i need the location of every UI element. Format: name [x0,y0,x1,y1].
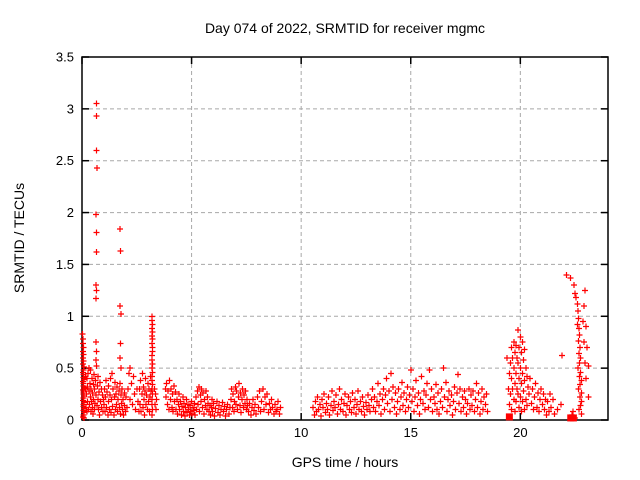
y-tick-label: 0 [67,413,74,428]
plot-border [81,56,609,421]
y-axis-label: SRMTID / TECUs [11,183,27,293]
chart-title: Day 074 of 2022, SRMTID for receiver mgm… [205,20,485,36]
y-tick-label: 1 [67,309,74,324]
y-tick-label: 2.5 [56,153,74,168]
scatter-plus-markers [79,100,592,421]
axis-ticks [81,56,608,421]
y-tick-label: 3.5 [56,50,74,65]
y-tick-label: 0.5 [56,361,74,376]
x-tick-label: 0 [78,425,85,440]
scatter-square-marker [505,413,513,421]
y-tick-label: 3 [67,101,74,116]
data-points [79,100,592,422]
y-tick-label: 2 [67,205,74,220]
scatter-square-marker [569,414,577,422]
x-tick-label: 20 [513,425,527,440]
y-tick-label: 1.5 [56,257,74,272]
x-tick-label: 15 [404,425,418,440]
x-tick-label: 5 [188,425,195,440]
x-axis-label: GPS time / hours [292,454,399,470]
x-tick-label: 10 [294,425,308,440]
grid-lines [82,57,608,420]
tick-labels: 0 5 10 15 20 0 0.5 1 1.5 2 2.5 3 3.5 [56,50,528,441]
